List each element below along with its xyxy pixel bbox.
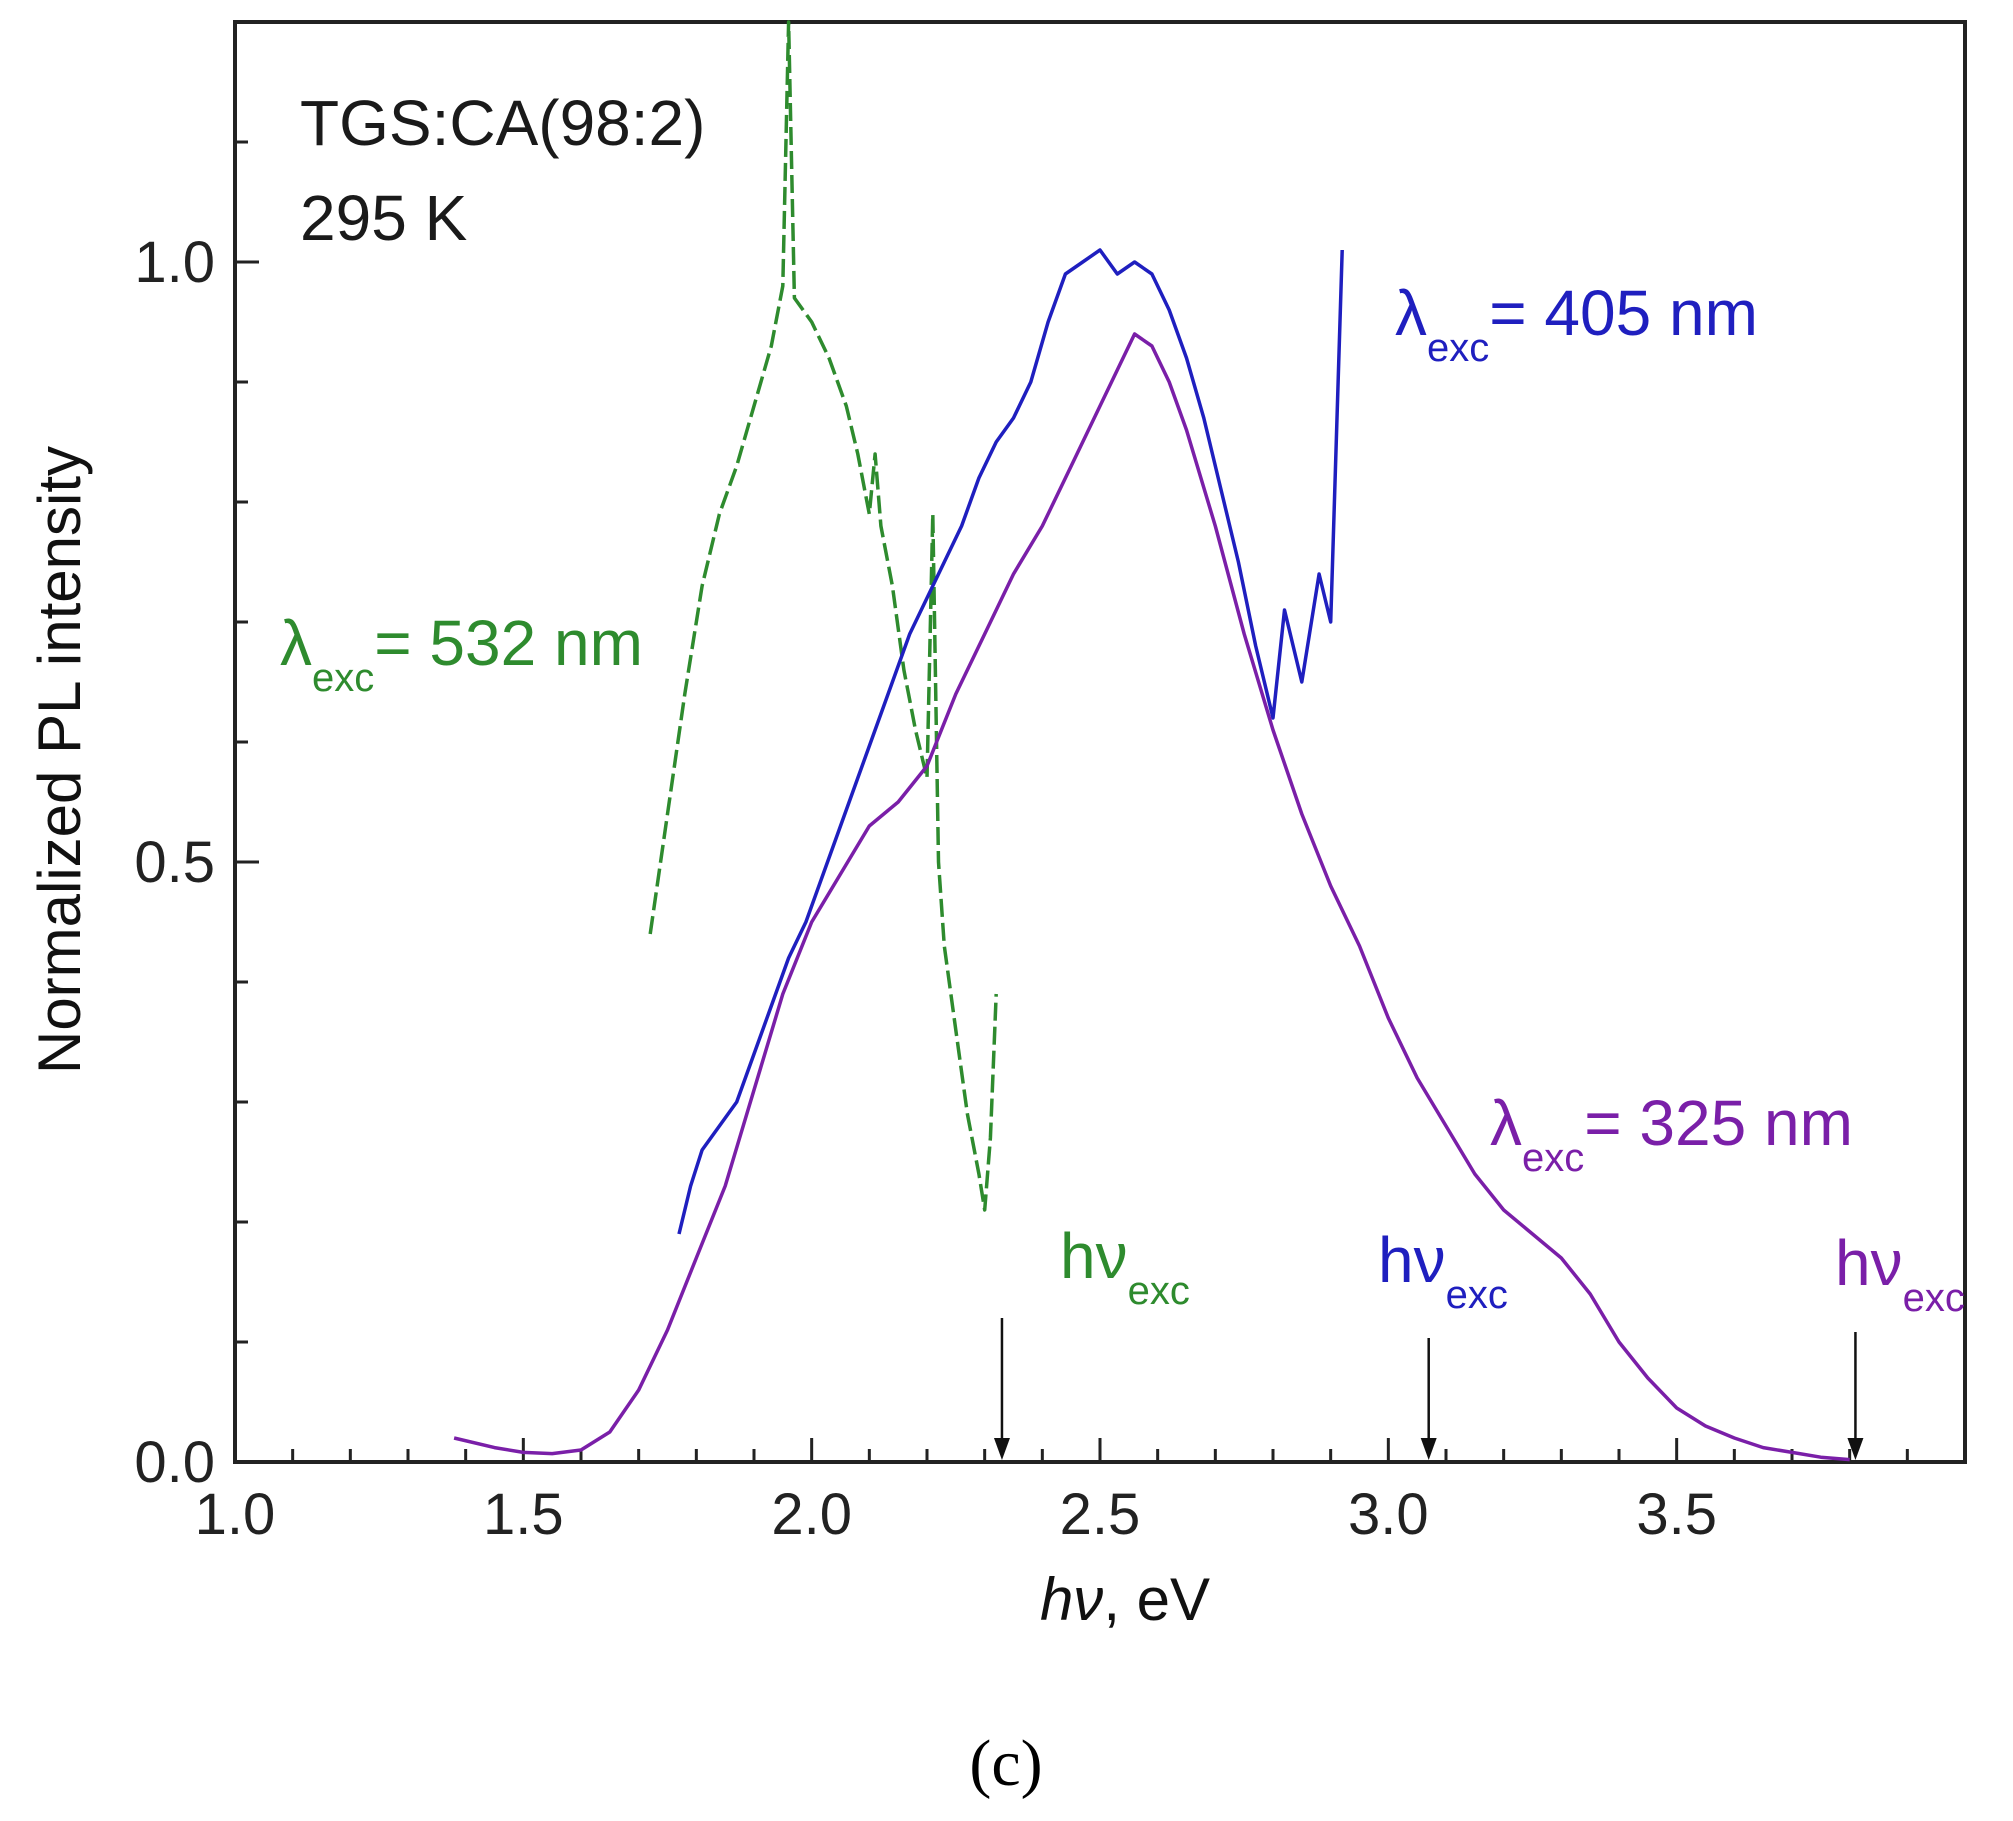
series-label-purple: λexc= 325 nm [1490,1087,1853,1180]
x-tick-label: 2.0 [771,1482,852,1547]
panel-label: (c) [969,1727,1042,1800]
excitation-arrow-head-green [993,1438,1010,1460]
x-axis-title-rest: , eV [1103,1566,1210,1633]
sample-annotation: TGS:CA(98:2) [300,87,705,159]
series-label-purple-prefix: λ [1490,1087,1522,1159]
series-label-green-prefix: λ [280,607,312,679]
series-line-blue [677,248,1344,1235]
series-label-blue-prefix: λ [1395,277,1427,349]
hv-exc-label-blue-main: hν [1378,1224,1446,1296]
excitation-arrow-head-purple [1847,1438,1864,1460]
series-label-purple-suffix: = 325 nm [1584,1087,1853,1159]
x-tick-label: 1.0 [195,1482,276,1547]
series-label-green: λexc= 532 nm [280,607,643,700]
x-axis-title: hν, eV [1040,1566,1210,1633]
y-tick-label: 1.0 [134,230,215,295]
hv-exc-label-purple: hνexc [1835,1227,1965,1320]
x-tick-label: 1.5 [483,1482,564,1547]
series-lines [453,20,1850,1462]
series-label-green-suffix: = 532 nm [374,607,643,679]
series-label-blue-sub: exc [1427,326,1489,370]
series-label-blue: λexc= 405 nm [1395,277,1758,370]
excitation-markers [993,1318,1864,1460]
x-tick-label: 2.5 [1060,1482,1141,1547]
hv-exc-label-green-sub: exc [1128,1269,1190,1313]
series-label-blue-suffix: = 405 nm [1489,277,1758,349]
y-tick-label: 0.0 [134,1430,215,1495]
hv-exc-label-green-main: hν [1060,1220,1128,1292]
y-axis-title: Normalized PL intensity [26,446,93,1074]
series-label-green-sub: exc [312,656,374,700]
hv-exc-label-blue-sub: exc [1446,1273,1508,1317]
hv-exc-label-blue: hνexc [1378,1224,1508,1317]
series-label-purple-sub: exc [1522,1136,1584,1180]
x-axis-ticks: 1.0 1.5 2.0 2.5 3.0 3.5 [195,1438,1909,1547]
hv-exc-label-green: hνexc [1060,1220,1190,1313]
x-tick-label: 3.0 [1348,1482,1429,1547]
series-line-purple [453,332,1850,1462]
temperature-annotation: 295 K [300,182,467,254]
hv-exc-label-purple-sub: exc [1903,1276,1965,1320]
excitation-arrow-head-blue [1420,1438,1437,1460]
x-axis-title-italic: hν [1040,1566,1103,1633]
hv-exc-label-purple-main: hν [1835,1227,1903,1299]
y-tick-label: 0.5 [134,830,215,895]
series-line-green [648,20,998,1212]
x-tick-label: 3.5 [1636,1482,1717,1547]
y-axis-ticks: 0.0 0.5 1.0 [134,20,259,1495]
